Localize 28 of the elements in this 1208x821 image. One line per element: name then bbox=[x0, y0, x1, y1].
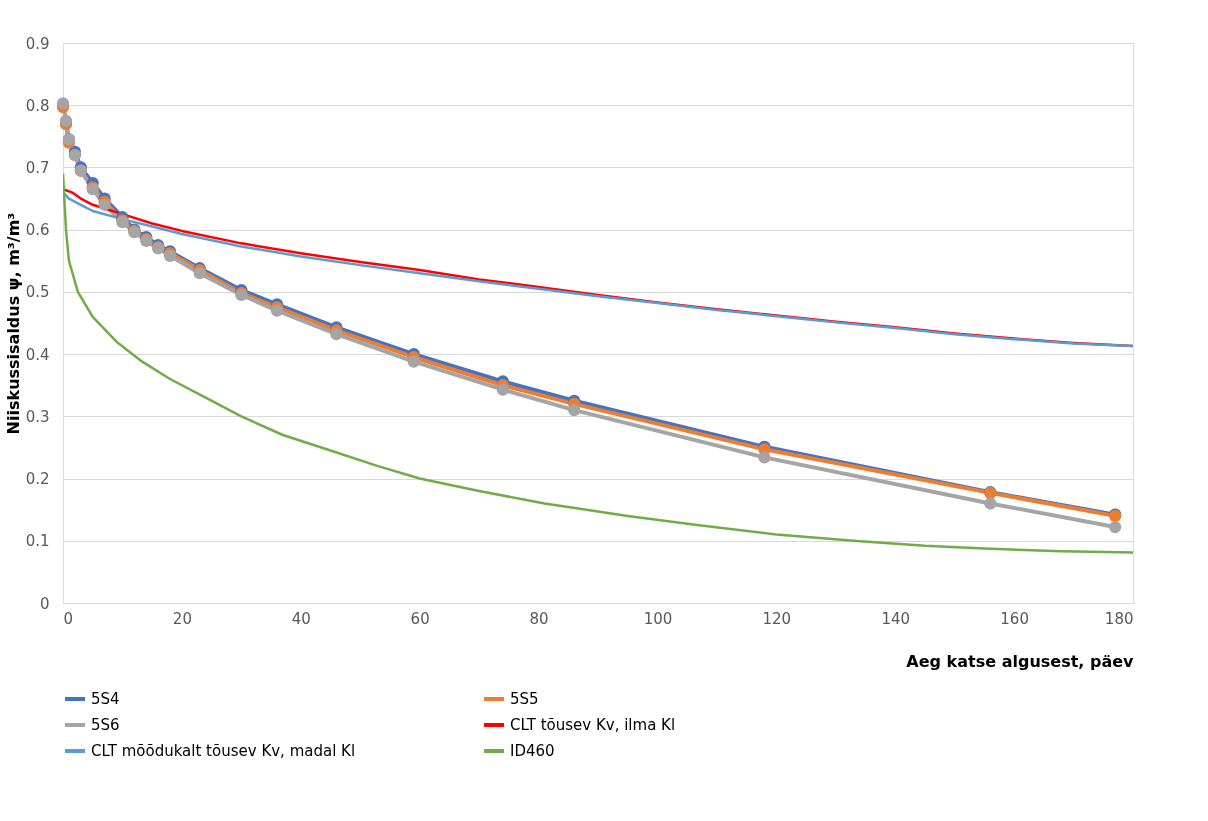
legend-label: CLT mõõdukalt tõusev Kv, madal Kl bbox=[91, 742, 356, 760]
y-tick-label: 0.3 bbox=[25, 407, 50, 426]
legend-label: ID460 bbox=[510, 742, 555, 760]
legend-label: 5S4 bbox=[91, 690, 120, 708]
y-tick-label: 0.6 bbox=[25, 221, 50, 240]
x-tick-label: 20 bbox=[172, 609, 192, 628]
x-axis-title: Aeg katse algusest, päev bbox=[906, 651, 1135, 671]
x-tick-label: 80 bbox=[529, 609, 549, 628]
y-tick-label: 0.5 bbox=[25, 283, 50, 302]
y-tick-label: 0.7 bbox=[25, 158, 50, 177]
y-tick-label: 0.2 bbox=[25, 470, 50, 489]
y-tick-label: 0.9 bbox=[25, 34, 50, 53]
y-tick-label: 0 bbox=[39, 594, 50, 613]
legend-label: 5S5 bbox=[510, 690, 539, 708]
x-tick-label: 140 bbox=[881, 609, 911, 628]
y-tick-label: 0.8 bbox=[25, 96, 50, 115]
x-tick-label: 160 bbox=[1000, 609, 1029, 628]
x-tick-label: 0 bbox=[63, 609, 74, 628]
y-tick-label: 0.4 bbox=[25, 345, 50, 364]
x-tick-label: 100 bbox=[643, 609, 673, 628]
legend-label: CLT tõusev Kv, ilma Kl bbox=[510, 716, 676, 734]
legend-label: 5S6 bbox=[91, 716, 120, 734]
y-axis-title: Niiskussisaldus ψ, m³/m³ bbox=[3, 212, 23, 435]
x-tick-label: 40 bbox=[291, 609, 311, 628]
x-tick-label: 60 bbox=[410, 609, 430, 628]
x-tick-label: 180 bbox=[1104, 609, 1134, 628]
y-tick-label: 0.1 bbox=[25, 532, 50, 551]
x-tick-label: 120 bbox=[762, 609, 792, 628]
